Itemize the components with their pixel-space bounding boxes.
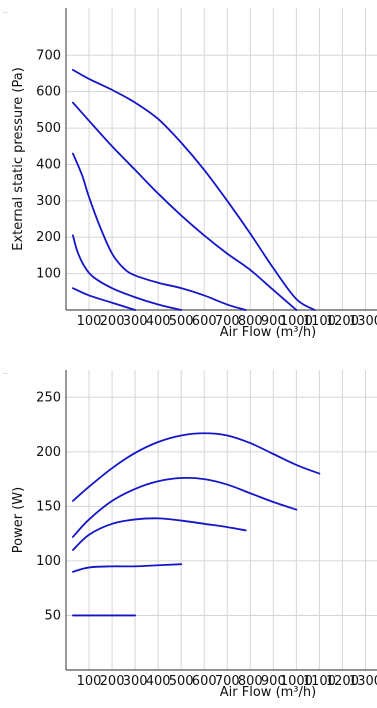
series-line-3 [72,517,247,551]
x-tick-label: 1200 [326,674,359,689]
x-tick-label: 100 [77,314,102,329]
x-tick-label: 900 [261,314,286,329]
corner-mark: .. [3,7,7,15]
y-tick-label: 700 [36,48,61,63]
power-chart: 5010015020025010020030040050060070080090… [11,370,377,700]
y-tick-label: 50 [44,608,61,623]
x-tick-label: 800 [238,314,263,329]
y-tick-label: 150 [36,499,61,514]
x-tick-label: 1100 [303,314,336,329]
x-tick-label: 300 [123,674,148,689]
x-tick-label: 700 [215,314,240,329]
x-tick-label: 1200 [326,314,359,329]
corner-mark: .. [3,368,7,376]
series-line-1 [72,68,316,311]
x-tick-label: 400 [146,314,171,329]
x-tick-label: 900 [261,674,286,689]
y-tick-label: 250 [36,390,61,405]
x-tick-label: 1000 [280,314,313,329]
y-tick-label: 300 [36,194,61,209]
x-tick-label: 1000 [280,674,313,689]
x-tick-label: 1100 [303,674,336,689]
series-line-5 [72,287,137,311]
y-tick-label: 100 [36,554,61,569]
series-line-2 [72,101,298,311]
x-tick-label: 800 [238,674,263,689]
y-tick-label: 200 [36,230,61,245]
x-axis-title: Air Flow (m³/h) [220,685,316,700]
x-tick-label: 100 [77,674,102,689]
x-tick-label: 500 [169,314,194,329]
series-line-3 [72,152,247,311]
series-line-4 [72,563,183,573]
x-tick-label: 400 [146,674,171,689]
x-tick-label: 1300 [349,674,377,689]
y-tick-label: 100 [36,267,61,282]
series-line-4 [72,234,183,311]
x-tick-label: 600 [192,314,217,329]
y-tick-label: 500 [36,121,61,136]
x-axis-title: Air Flow (m³/h) [220,325,316,340]
y-tick-label: 200 [36,445,61,460]
y-axis-title: External static pressure (Pa) [11,67,26,251]
x-tick-label: 200 [100,314,125,329]
x-tick-label: 200 [100,674,125,689]
series-line-1 [72,432,321,502]
x-tick-label: 700 [215,674,240,689]
pressure-chart: 1002003004005006007001002003004005006007… [11,8,377,340]
x-tick-label: 300 [123,314,148,329]
y-tick-label: 600 [36,85,61,100]
x-tick-label: 1300 [349,314,377,329]
y-tick-label: 400 [36,157,61,172]
y-axis-title: Power (W) [11,487,26,553]
series-line-2 [72,476,298,538]
x-tick-label: 500 [169,674,194,689]
x-tick-label: 600 [192,674,217,689]
